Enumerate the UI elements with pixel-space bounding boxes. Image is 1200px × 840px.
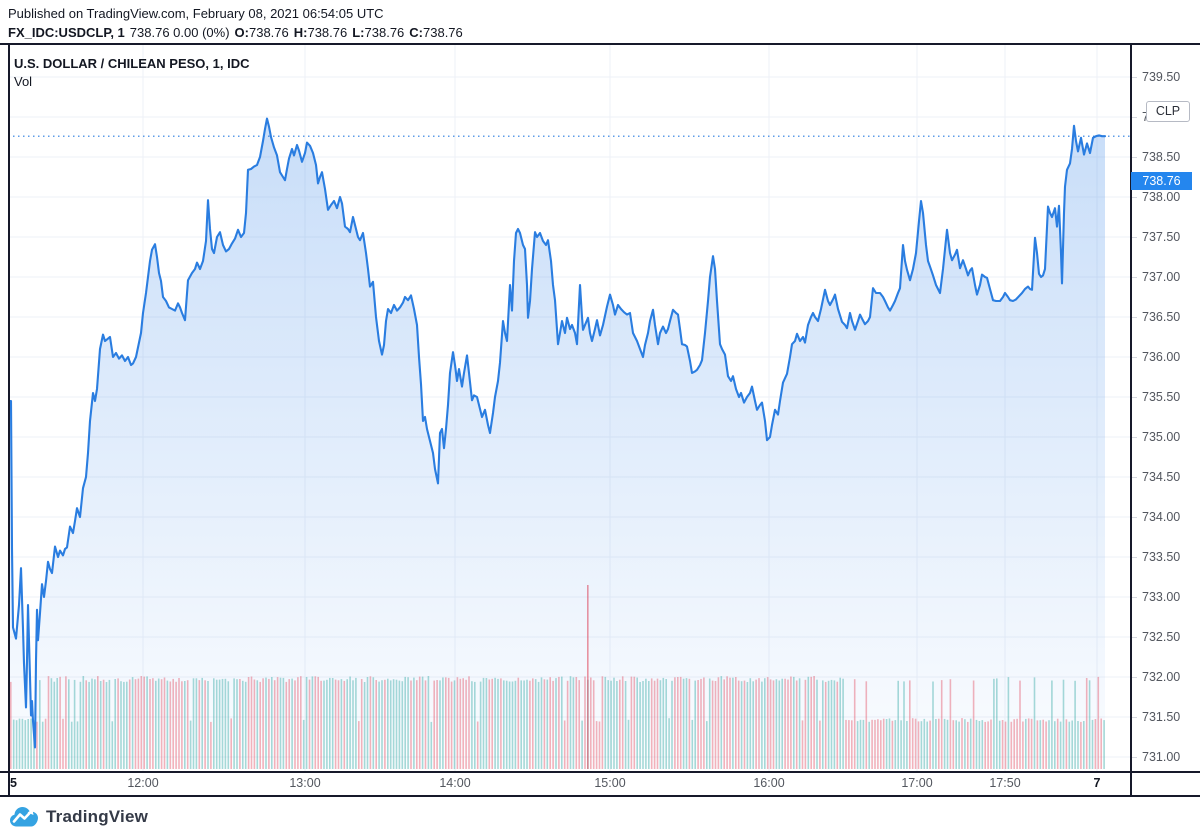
price-axis-label: 739.50 xyxy=(1142,70,1181,84)
price-axis-label: 731.50 xyxy=(1142,710,1181,724)
price-axis-label: 736.00 xyxy=(1142,350,1181,364)
symbol-quote-line: FX_IDC:USDCLP, 1 738.76 0.00 (0%) O:738.76… xyxy=(8,25,468,40)
price-axis-tick xyxy=(1132,277,1137,278)
price-axis-tick xyxy=(1132,517,1137,518)
time-scale[interactable]: 5 12:00 13:00 14:00 15:00 16:00 17:00 17:50 7 xyxy=(0,773,1200,795)
price-axis-label: 731.00 xyxy=(1142,750,1181,764)
price-chart-plot[interactable] xyxy=(8,45,1130,771)
price-axis-tick xyxy=(1132,117,1137,118)
price-axis-tick xyxy=(1132,477,1137,478)
price-axis-label: 737.00 xyxy=(1142,270,1181,284)
price-axis-tick xyxy=(1132,197,1137,198)
price-axis-label: 734.50 xyxy=(1142,470,1181,484)
chart-title: U.S. DOLLAR / CHILEAN PESO, 1, IDC xyxy=(14,56,250,71)
price-axis-tick xyxy=(1132,757,1137,758)
footer: TradingView xyxy=(0,797,1200,840)
published-on-text: Published on TradingView.com, February 0… xyxy=(8,6,384,21)
price-axis-label: 732.00 xyxy=(1142,670,1181,684)
time-axis-label: 13:00 xyxy=(289,776,321,790)
price-axis-label: 733.50 xyxy=(1142,550,1181,564)
time-axis-label: 5 xyxy=(10,776,17,790)
price-axis-tick xyxy=(1132,677,1137,678)
price-axis-tick xyxy=(1132,437,1137,438)
price-axis-label: 737.50 xyxy=(1142,230,1181,244)
price-axis-tick xyxy=(1132,557,1137,558)
price-axis-label: 735.00 xyxy=(1142,430,1181,444)
price-axis-tick xyxy=(1132,597,1137,598)
price-axis-tick xyxy=(1132,717,1137,718)
price-axis-tick xyxy=(1132,357,1137,358)
plot-left-border xyxy=(8,45,10,797)
time-axis-label: 15:00 xyxy=(594,776,626,790)
tradingview-link[interactable]: TradingView xyxy=(8,803,148,831)
time-axis-top-border xyxy=(0,771,1200,773)
symbol-name: FX_IDC:USDCLP, 1 xyxy=(8,25,125,40)
plot-right-border xyxy=(1130,45,1132,797)
price-axis-tick xyxy=(1132,77,1137,78)
price-axis-tick xyxy=(1132,397,1137,398)
time-axis-label: 17:50 xyxy=(989,776,1021,790)
quote-change: 738.76 0.00 (0%) xyxy=(129,25,230,40)
time-axis-label: 7 xyxy=(1093,776,1101,790)
currency-badge[interactable]: CLP xyxy=(1146,101,1190,122)
chart-legend: U.S. DOLLAR / CHILEAN PESO, 1, IDC Vol xyxy=(14,55,249,91)
volume-indicator-label: Vol xyxy=(14,74,33,89)
header: Published on TradingView.com, February 0… xyxy=(0,0,1200,45)
time-axis-label: 12:00 xyxy=(127,776,159,790)
price-axis-label: 734.00 xyxy=(1142,510,1181,524)
time-axis-label: 17:00 xyxy=(901,776,933,790)
time-axis-label: 14:00 xyxy=(439,776,471,790)
price-axis-label: 732.50 xyxy=(1142,630,1181,644)
price-axis-label: 733.00 xyxy=(1142,590,1181,604)
price-axis-tick xyxy=(1132,637,1137,638)
current-price-label: 738.76 xyxy=(1131,172,1192,190)
price-axis-label: 735.50 xyxy=(1142,390,1181,404)
tradingview-brand-text: TradingView xyxy=(46,807,149,826)
price-scale[interactable]: 739.50739.00738.50738.00737.50737.00736.… xyxy=(1132,45,1200,771)
ohlc-values: O:738.76 H:738.76 L:738.76 C:738.76 xyxy=(234,25,463,40)
chart-area: U.S. DOLLAR / CHILEAN PESO, 1, IDC Vol 7… xyxy=(0,45,1200,797)
price-axis-tick xyxy=(1132,157,1137,158)
price-axis-label: 738.00 xyxy=(1142,190,1181,204)
price-axis-tick xyxy=(1132,317,1137,318)
price-axis-tick xyxy=(1132,237,1137,238)
price-axis-label: 736.50 xyxy=(1142,310,1181,324)
tradingview-cloud-logo-icon xyxy=(10,807,38,827)
time-axis-label: 16:00 xyxy=(753,776,785,790)
chart-bottom-border xyxy=(0,795,1200,797)
price-axis-label: 738.50 xyxy=(1142,150,1181,164)
